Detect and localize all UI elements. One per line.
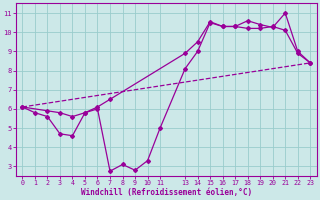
X-axis label: Windchill (Refroidissement éolien,°C): Windchill (Refroidissement éolien,°C) <box>81 188 252 197</box>
